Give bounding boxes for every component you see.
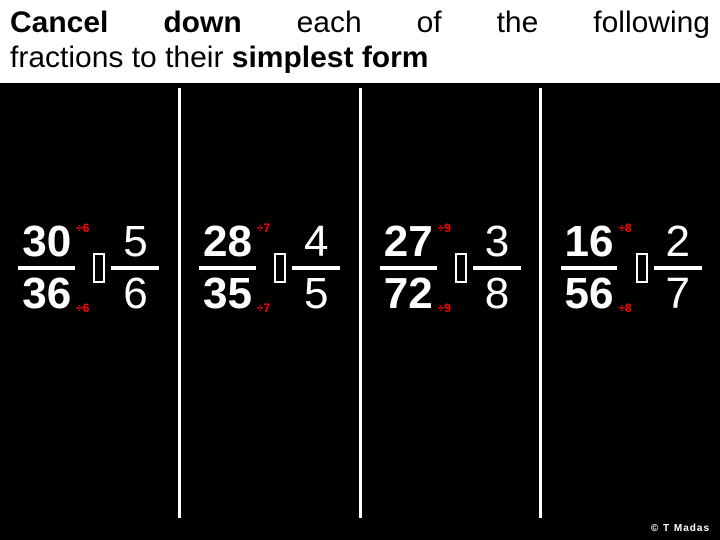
problem-column: 30 36 ÷6 ÷6 5 6 [0, 88, 181, 518]
div-top: ÷9 [438, 221, 451, 235]
div-top: ÷6 [76, 221, 89, 235]
instruction-header: Cancel down each of the following fracti… [0, 0, 720, 83]
numerator: 30 [18, 218, 75, 266]
result-fraction: 5 6 [111, 218, 159, 318]
denominator: 6 [119, 270, 151, 318]
problem-column: 16 56 ÷8 ÷8 2 7 [542, 88, 720, 518]
denominator: 8 [481, 270, 513, 318]
arrow-icon [636, 253, 648, 283]
original-fraction: 28 35 [199, 218, 256, 318]
numerator: 2 [661, 218, 693, 266]
div-bot: ÷6 [76, 301, 89, 315]
problem-4: 16 56 ÷8 ÷8 2 7 [542, 218, 720, 318]
credit-text: © T Madas [651, 523, 710, 534]
denominator: 5 [300, 270, 332, 318]
problem-column: 27 72 ÷9 ÷9 3 8 [362, 88, 543, 518]
divisor-annotation: ÷6 ÷6 [76, 221, 89, 315]
denominator: 7 [661, 270, 693, 318]
numerator: 3 [481, 218, 513, 266]
denominator: 36 [18, 270, 75, 318]
result-fraction: 4 5 [292, 218, 340, 318]
divisor-annotation: ÷8 ÷8 [618, 221, 631, 315]
denominator: 56 [561, 270, 618, 318]
div-top: ÷7 [257, 221, 270, 235]
problem-1: 30 36 ÷6 ÷6 5 6 [0, 218, 178, 318]
problem-3: 27 72 ÷9 ÷9 3 8 [362, 218, 540, 318]
div-bot: ÷8 [618, 301, 631, 315]
header-bold-2: simplest form [232, 41, 429, 74]
original-fraction: 16 56 [561, 218, 618, 318]
divisor-annotation: ÷9 ÷9 [438, 221, 451, 315]
numerator: 27 [380, 218, 437, 266]
header-rest-1: each of the following [242, 6, 710, 39]
numerator: 5 [119, 218, 151, 266]
problem-column: 28 35 ÷7 ÷7 4 5 [181, 88, 362, 518]
numerator: 4 [300, 218, 332, 266]
result-fraction: 3 8 [473, 218, 521, 318]
div-top: ÷8 [618, 221, 631, 235]
denominator: 72 [380, 270, 437, 318]
arrow-icon [274, 253, 286, 283]
denominator: 35 [199, 270, 256, 318]
header-bold-1: Cancel down [10, 6, 242, 39]
result-fraction: 2 7 [654, 218, 702, 318]
div-bot: ÷7 [257, 301, 270, 315]
original-fraction: 27 72 [380, 218, 437, 318]
divisor-annotation: ÷7 ÷7 [257, 221, 270, 315]
problems-grid: 30 36 ÷6 ÷6 5 6 28 35 ÷7 [0, 88, 720, 518]
numerator: 16 [561, 218, 618, 266]
header-text-2a: fractions to their [10, 41, 232, 74]
numerator: 28 [199, 218, 256, 266]
original-fraction: 30 36 [18, 218, 75, 318]
arrow-icon [455, 253, 467, 283]
problem-2: 28 35 ÷7 ÷7 4 5 [181, 218, 359, 318]
div-bot: ÷9 [438, 301, 451, 315]
arrow-icon [93, 253, 105, 283]
